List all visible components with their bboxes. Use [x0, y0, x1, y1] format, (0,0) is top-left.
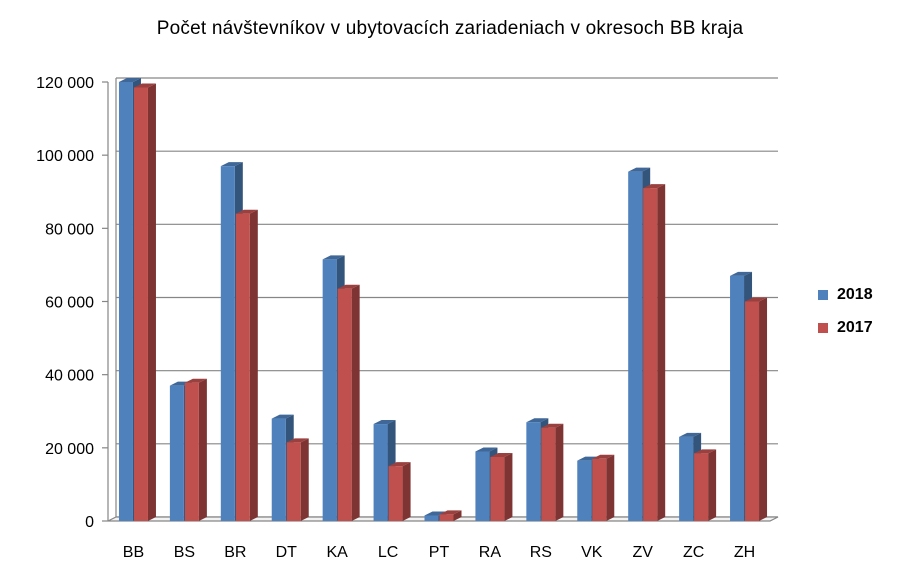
x-tick-label: ZV	[632, 544, 653, 561]
legend-label-2018: 2018	[837, 286, 873, 303]
x-tick-label: BS	[174, 544, 195, 561]
bars	[118, 78, 768, 522]
bar-RA-2017	[490, 452, 513, 521]
legend-swatch-2018	[818, 290, 828, 300]
x-tick-label: ZH	[734, 544, 755, 561]
y-tick-label: 40 000	[45, 368, 94, 385]
bar-PT-2017	[439, 510, 462, 521]
bar-RS-2017	[541, 423, 564, 521]
y-tick-label: 0	[85, 514, 94, 531]
x-tick-label: RS	[530, 544, 552, 561]
x-tick-label: KA	[326, 544, 348, 561]
tick-labels: 0 20 000 40 000 60 000 80 000 100 000 120 000 B…	[36, 75, 755, 561]
x-tick-label: ZC	[683, 544, 704, 561]
y-tick-label: 100 000	[36, 148, 94, 165]
x-tick-label: DT	[276, 544, 298, 561]
y-tick-label: 20 000	[45, 441, 94, 458]
bar-LC-2017	[388, 462, 411, 521]
x-tick-label: LC	[378, 544, 398, 561]
bar-ZC-2017	[694, 449, 717, 521]
x-tick-label: BR	[224, 544, 246, 561]
legend-label-2017: 2017	[837, 319, 873, 336]
x-tick-label: RA	[479, 544, 502, 561]
legend: 2018 2017	[818, 286, 873, 352]
bar-ZV-2017	[643, 184, 666, 521]
bar-DT-2017	[286, 438, 309, 521]
x-tick-label: VK	[581, 544, 603, 561]
gridlines	[116, 77, 778, 445]
legend-item-2017: 2017	[818, 319, 873, 337]
bar-BB-2017	[133, 83, 156, 522]
bar-KA-2017	[337, 284, 360, 521]
bar-ZH-2017	[745, 297, 768, 521]
x-tick-label: BB	[123, 544, 144, 561]
x-tick-label: PT	[429, 544, 450, 561]
bar-VK-2017	[592, 454, 615, 521]
chart-title: Počet návštevníkov v ubytovacích zariade…	[156, 18, 744, 39]
legend-swatch-2017	[818, 323, 828, 333]
y-tick-label: 60 000	[45, 295, 94, 312]
bar-BS-2017	[184, 378, 207, 521]
y-tick-label: 80 000	[45, 221, 94, 238]
y-tick-label: 120 000	[36, 75, 94, 92]
bar-BR-2017	[235, 209, 258, 521]
legend-item-2018: 2018	[818, 286, 873, 304]
